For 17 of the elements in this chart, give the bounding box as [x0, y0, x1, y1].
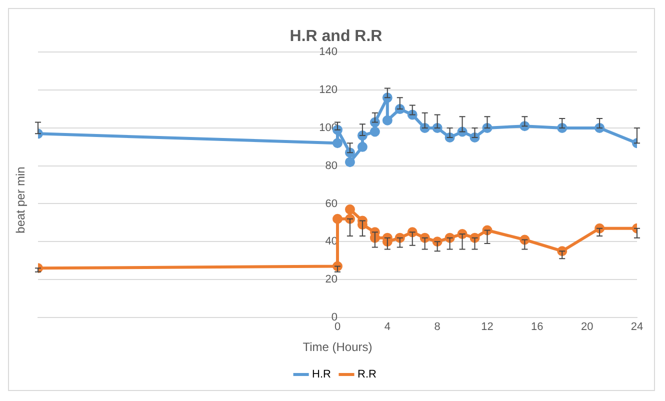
y-tick-label: 120 — [319, 84, 338, 96]
y-tick-label: 60 — [325, 198, 338, 210]
x-tick-label: 12 — [481, 321, 494, 334]
x-tick-label: 24 — [630, 321, 644, 334]
y-tick-label: 80 — [325, 160, 338, 172]
x-tick-label: 8 — [434, 321, 440, 334]
x-tick-label: 20 — [580, 321, 594, 334]
x-tick-label: 16 — [531, 321, 544, 334]
legend-label: H.R — [312, 368, 332, 381]
y-tick-label: 20 — [325, 274, 338, 286]
y-tick-label: 140 — [319, 46, 338, 58]
y-tick-label: 0 — [331, 311, 338, 324]
chart-title: H.R and R.R — [290, 28, 383, 46]
legend-label: R.R — [358, 368, 376, 381]
x-tick-label: 4 — [384, 321, 390, 334]
y-axis-title: beat per min — [13, 166, 28, 233]
x-axis-title: Time (Hours) — [302, 340, 372, 354]
